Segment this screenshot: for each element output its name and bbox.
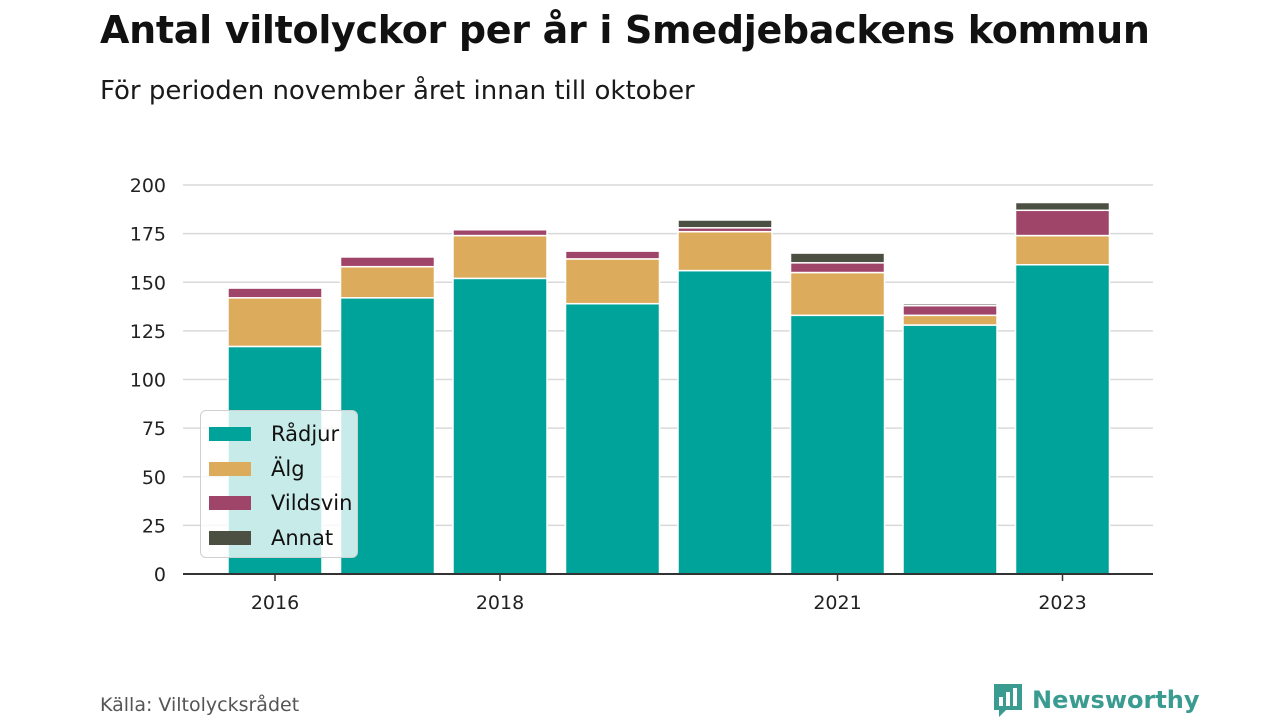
chart-title: Antal viltolyckor per år i Smedjebackens…: [100, 8, 1150, 52]
bar-segment: [564, 250, 661, 260]
bar-segment: [789, 252, 886, 264]
bar-segment: [677, 230, 773, 272]
bar-segment: [789, 271, 886, 317]
legend-label-alg: Älg: [271, 456, 305, 481]
legend-item-vildsvin: Vildsvin: [209, 486, 357, 521]
bar-segment: [452, 234, 548, 280]
legend-swatch-alg: [209, 461, 251, 476]
legend-item-radjur: Rådjur: [209, 417, 357, 452]
legend-swatch-vildsvin: [209, 496, 251, 511]
bar-segment: [339, 256, 436, 268]
source-note: Källa: Viltolycksrådet: [100, 694, 300, 716]
legend-label-vildsvin: Vildsvin: [271, 491, 353, 516]
legend-label-annat: Annat: [271, 525, 334, 550]
brand-name: Newsworthy: [1032, 686, 1200, 714]
bar-segment: [564, 258, 661, 305]
chart-legend: Rådjur Älg Vildsvin Annat: [200, 410, 358, 558]
x-tick-label: 2023: [1038, 592, 1086, 614]
y-tick-label: 150: [130, 272, 166, 294]
x-tick-label: 2021: [813, 592, 861, 614]
y-tick-label: 125: [130, 321, 166, 343]
legend-swatch-annat: [209, 530, 251, 545]
bar-segment: [564, 302, 661, 575]
legend-item-alg: Älg: [209, 452, 357, 487]
bar-segment: [902, 304, 998, 317]
bar-segment: [227, 287, 323, 299]
bar-segment: [1014, 234, 1111, 266]
brand-logo: Newsworthy: [992, 682, 1200, 718]
y-tick-label: 50: [142, 467, 166, 489]
bar-segment: [902, 314, 998, 326]
x-tick-label: 2016: [251, 592, 299, 614]
bar-segment: [339, 265, 436, 299]
legend-swatch-radjur: [209, 427, 251, 442]
bar-segment: [902, 302, 998, 307]
bar-segment: [789, 314, 886, 575]
bar-segment: [902, 324, 998, 575]
x-axis-ticks: 2016 2018 2021 2023: [251, 574, 1087, 614]
newsworthy-logo-icon: [994, 684, 1022, 717]
bar-segment: [1014, 209, 1111, 237]
y-axis-ticks: 0 25 50 75 100 125 150 175 200: [130, 175, 166, 586]
y-tick-label: 200: [130, 175, 166, 197]
x-tick-label: 2018: [476, 592, 524, 614]
bar-segment: [1014, 201, 1111, 212]
y-tick-label: 175: [130, 224, 166, 246]
y-tick-label: 25: [142, 515, 166, 537]
y-tick-label: 100: [130, 370, 166, 392]
bar-segment: [677, 269, 773, 575]
bar-segment: [789, 262, 886, 274]
legend-label-radjur: Rådjur: [271, 422, 340, 447]
bar-segment: [1014, 263, 1111, 575]
bar-segment: [452, 228, 548, 237]
bar-segment: [452, 277, 548, 575]
bars: [227, 201, 1111, 575]
bar-segment: [227, 297, 323, 348]
legend-item-annat: Annat: [209, 521, 357, 556]
y-tick-label: 75: [142, 418, 166, 440]
chart-subtitle: För perioden november året innan till ok…: [100, 76, 695, 106]
y-tick-label: 0: [154, 564, 166, 586]
bar-segment: [677, 219, 773, 229]
